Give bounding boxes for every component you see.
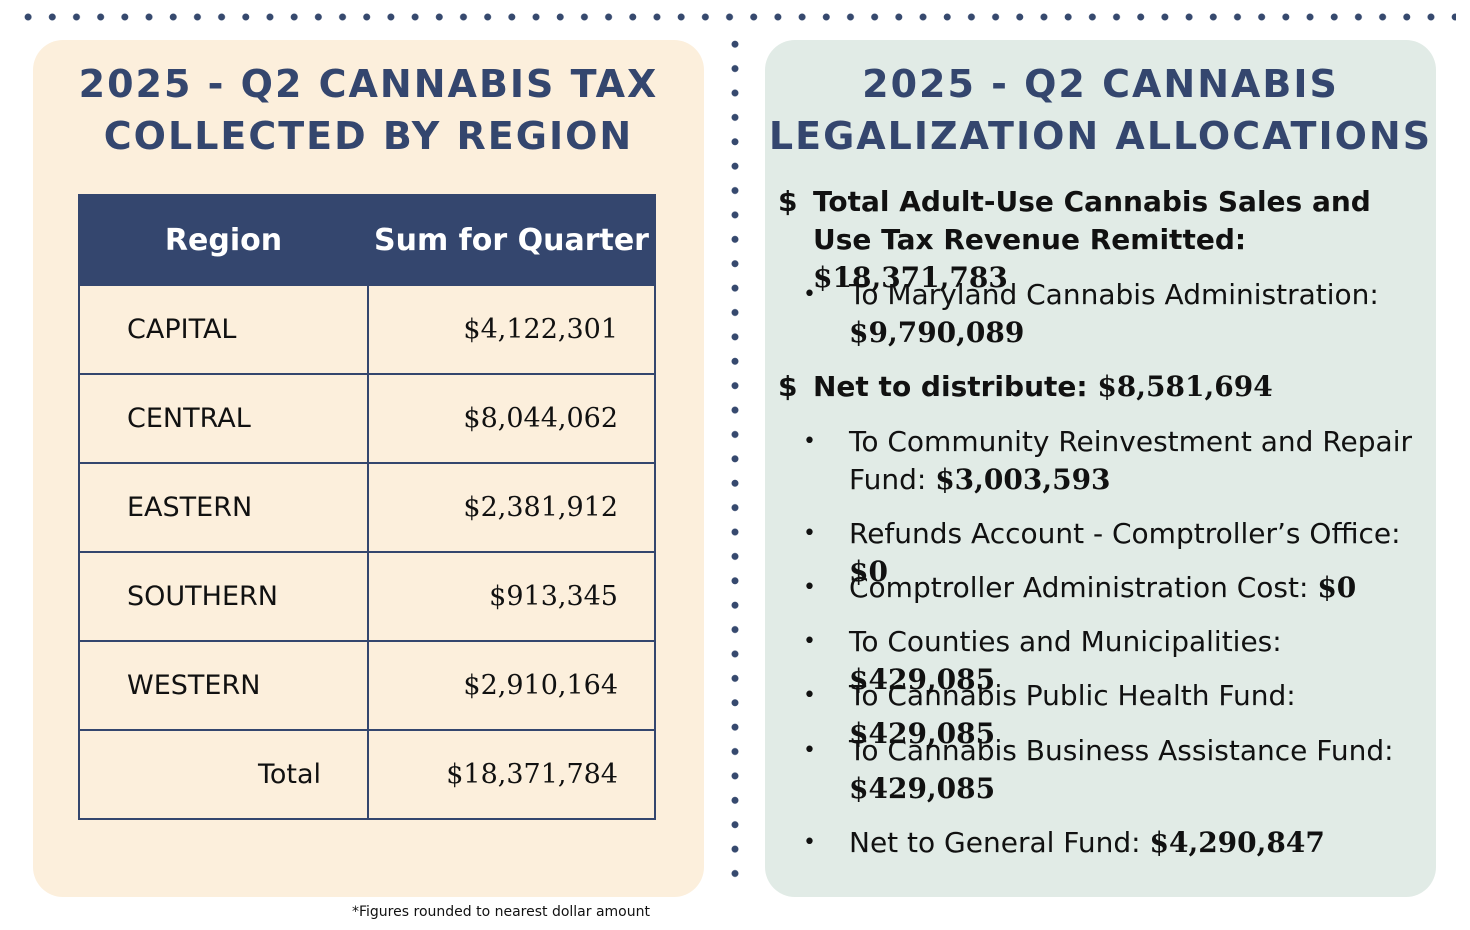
total-revenue-item: $ Total Adult-Use Cannabis Sales and Use… [778,183,1418,297]
item-label: Comptroller Administration Cost: [849,571,1318,604]
item-label: To Maryland Cannabis Administration: [849,278,1379,311]
list-item-text: Comptroller Administration Cost: $0 [849,569,1423,607]
net-to-distribute-label: Net to distribute: [813,370,1098,403]
title-line-1: 2025 - Q2 CANNABIS [862,62,1339,106]
total-revenue-amount: $18,371,783 [813,261,1008,294]
bullet-icon: • [803,629,816,654]
list-item: • Refunds Account - Comptroller’s Office… [803,515,1423,591]
item-label: Refunds Account - Comptroller’s Office: [849,517,1401,550]
list-item: • To Maryland Cannabis Administration: $… [803,276,1423,352]
bullet-icon: • [803,575,816,600]
list-item-text: To Maryland Cannabis Administration: $9,… [849,276,1423,352]
total-label: Total [78,729,369,820]
region-sum: $2,381,912 [367,462,656,553]
list-item: • Comptroller Administration Cost: $0 [803,569,1423,607]
bullet-icon: • [803,282,816,307]
list-item-text: To Cannabis Business Assistance Fund: $4… [849,732,1423,808]
bullet-icon: • [803,683,816,708]
header-sum-for-quarter: Sum for Quarter [367,194,656,286]
item-amount: $4,290,847 [1149,826,1325,859]
region-name: CAPITAL [78,284,369,375]
bullet-icon: • [803,738,816,763]
item-label: To Cannabis Business Assistance Fund: [849,734,1394,767]
list-item: • To Community Reinvestment and Repair F… [803,423,1423,499]
total-revenue-text: Total Adult-Use Cannabis Sales and Use T… [813,183,1418,297]
region-name: EASTERN [78,462,369,553]
region-name: SOUTHERN [78,551,369,642]
bullet-icon: • [803,830,816,855]
legalization-allocations-panel: 2025 - Q2 CANNABIS LEGALIZATION ALLOCATI… [765,40,1436,897]
item-amount: $9,790,089 [849,316,1025,349]
top-dotted-divider [16,13,1456,21]
table-row: EASTERN $2,381,912 [78,462,656,553]
total-value: $18,371,784 [367,729,656,820]
item-amount: $429,085 [849,772,996,805]
list-item: • To Cannabis Business Assistance Fund: … [803,732,1423,808]
region-tax-table: Region Sum for Quarter CAPITAL $4,122,30… [78,194,656,820]
region-sum: $2,910,164 [367,640,656,731]
allocations-list: $ Total Adult-Use Cannabis Sales and Use… [765,40,1436,897]
list-item: • To Counties and Municipalities: $429,0… [803,623,1423,699]
bullet-icon: • [803,521,816,546]
table-row: WESTERN $2,910,164 [78,640,656,731]
item-amount: $0 [1317,571,1357,604]
item-label: To Community Reinvestment and Repair Fun… [849,425,1412,496]
item-label: Net to General Fund: [849,826,1150,859]
allocations-title: 2025 - Q2 CANNABIS LEGALIZATION ALLOCATI… [765,58,1436,162]
table-row: SOUTHERN $913,345 [78,551,656,642]
table-row: CAPITAL $4,122,301 [78,284,656,375]
net-to-distribute-item: $ Net to distribute: $8,581,694 [778,368,1418,406]
net-to-distribute-amount: $8,581,694 [1097,370,1273,403]
bullet-icon: • [803,429,816,454]
title-line-1: 2025 - Q2 CANNABIS TAX [78,62,659,106]
item-amount: $3,003,593 [935,463,1111,496]
item-amount: $429,085 [849,663,996,696]
item-amount: $429,085 [849,717,996,750]
list-item-text: To Counties and Municipalities: $429,085 [849,623,1423,699]
table-total-row: Total $18,371,784 [78,729,656,820]
list-item: • Net to General Fund: $4,290,847 [803,824,1423,862]
item-label: To Cannabis Public Health Fund: [849,679,1296,712]
region-sum: $4,122,301 [367,284,656,375]
tax-by-region-title: 2025 - Q2 CANNABIS TAX COLLECTED BY REGI… [33,58,704,162]
dollar-icon: $ [778,185,798,218]
dollar-icon: $ [778,370,798,403]
footnote: *Figures rounded to nearest dollar amoun… [352,904,650,920]
table-header-row: Region Sum for Quarter [78,194,656,286]
vertical-dotted-divider [731,32,739,892]
item-label: To Counties and Municipalities: [849,625,1282,658]
list-item-text: Refunds Account - Comptroller’s Office: … [849,515,1423,591]
net-to-distribute-text: Net to distribute: $8,581,694 [813,368,1418,406]
total-revenue-label: Total Adult-Use Cannabis Sales and Use T… [813,185,1371,256]
region-name: WESTERN [78,640,369,731]
tax-by-region-panel: 2025 - Q2 CANNABIS TAX COLLECTED BY REGI… [33,40,704,897]
title-line-2: LEGALIZATION ALLOCATIONS [768,114,1433,158]
region-sum: $8,044,062 [367,373,656,464]
title-line-2: COLLECTED BY REGION [103,114,634,158]
list-item-text: To Cannabis Public Health Fund: $429,085 [849,677,1423,753]
header-region: Region [78,194,369,286]
item-amount: $0 [849,555,888,588]
table-row: CENTRAL $8,044,062 [78,373,656,464]
list-item: • To Cannabis Public Health Fund: $429,0… [803,677,1423,753]
region-sum: $913,345 [367,551,656,642]
region-name: CENTRAL [78,373,369,464]
list-item-text: Net to General Fund: $4,290,847 [849,824,1423,862]
list-item-text: To Community Reinvestment and Repair Fun… [849,423,1423,499]
